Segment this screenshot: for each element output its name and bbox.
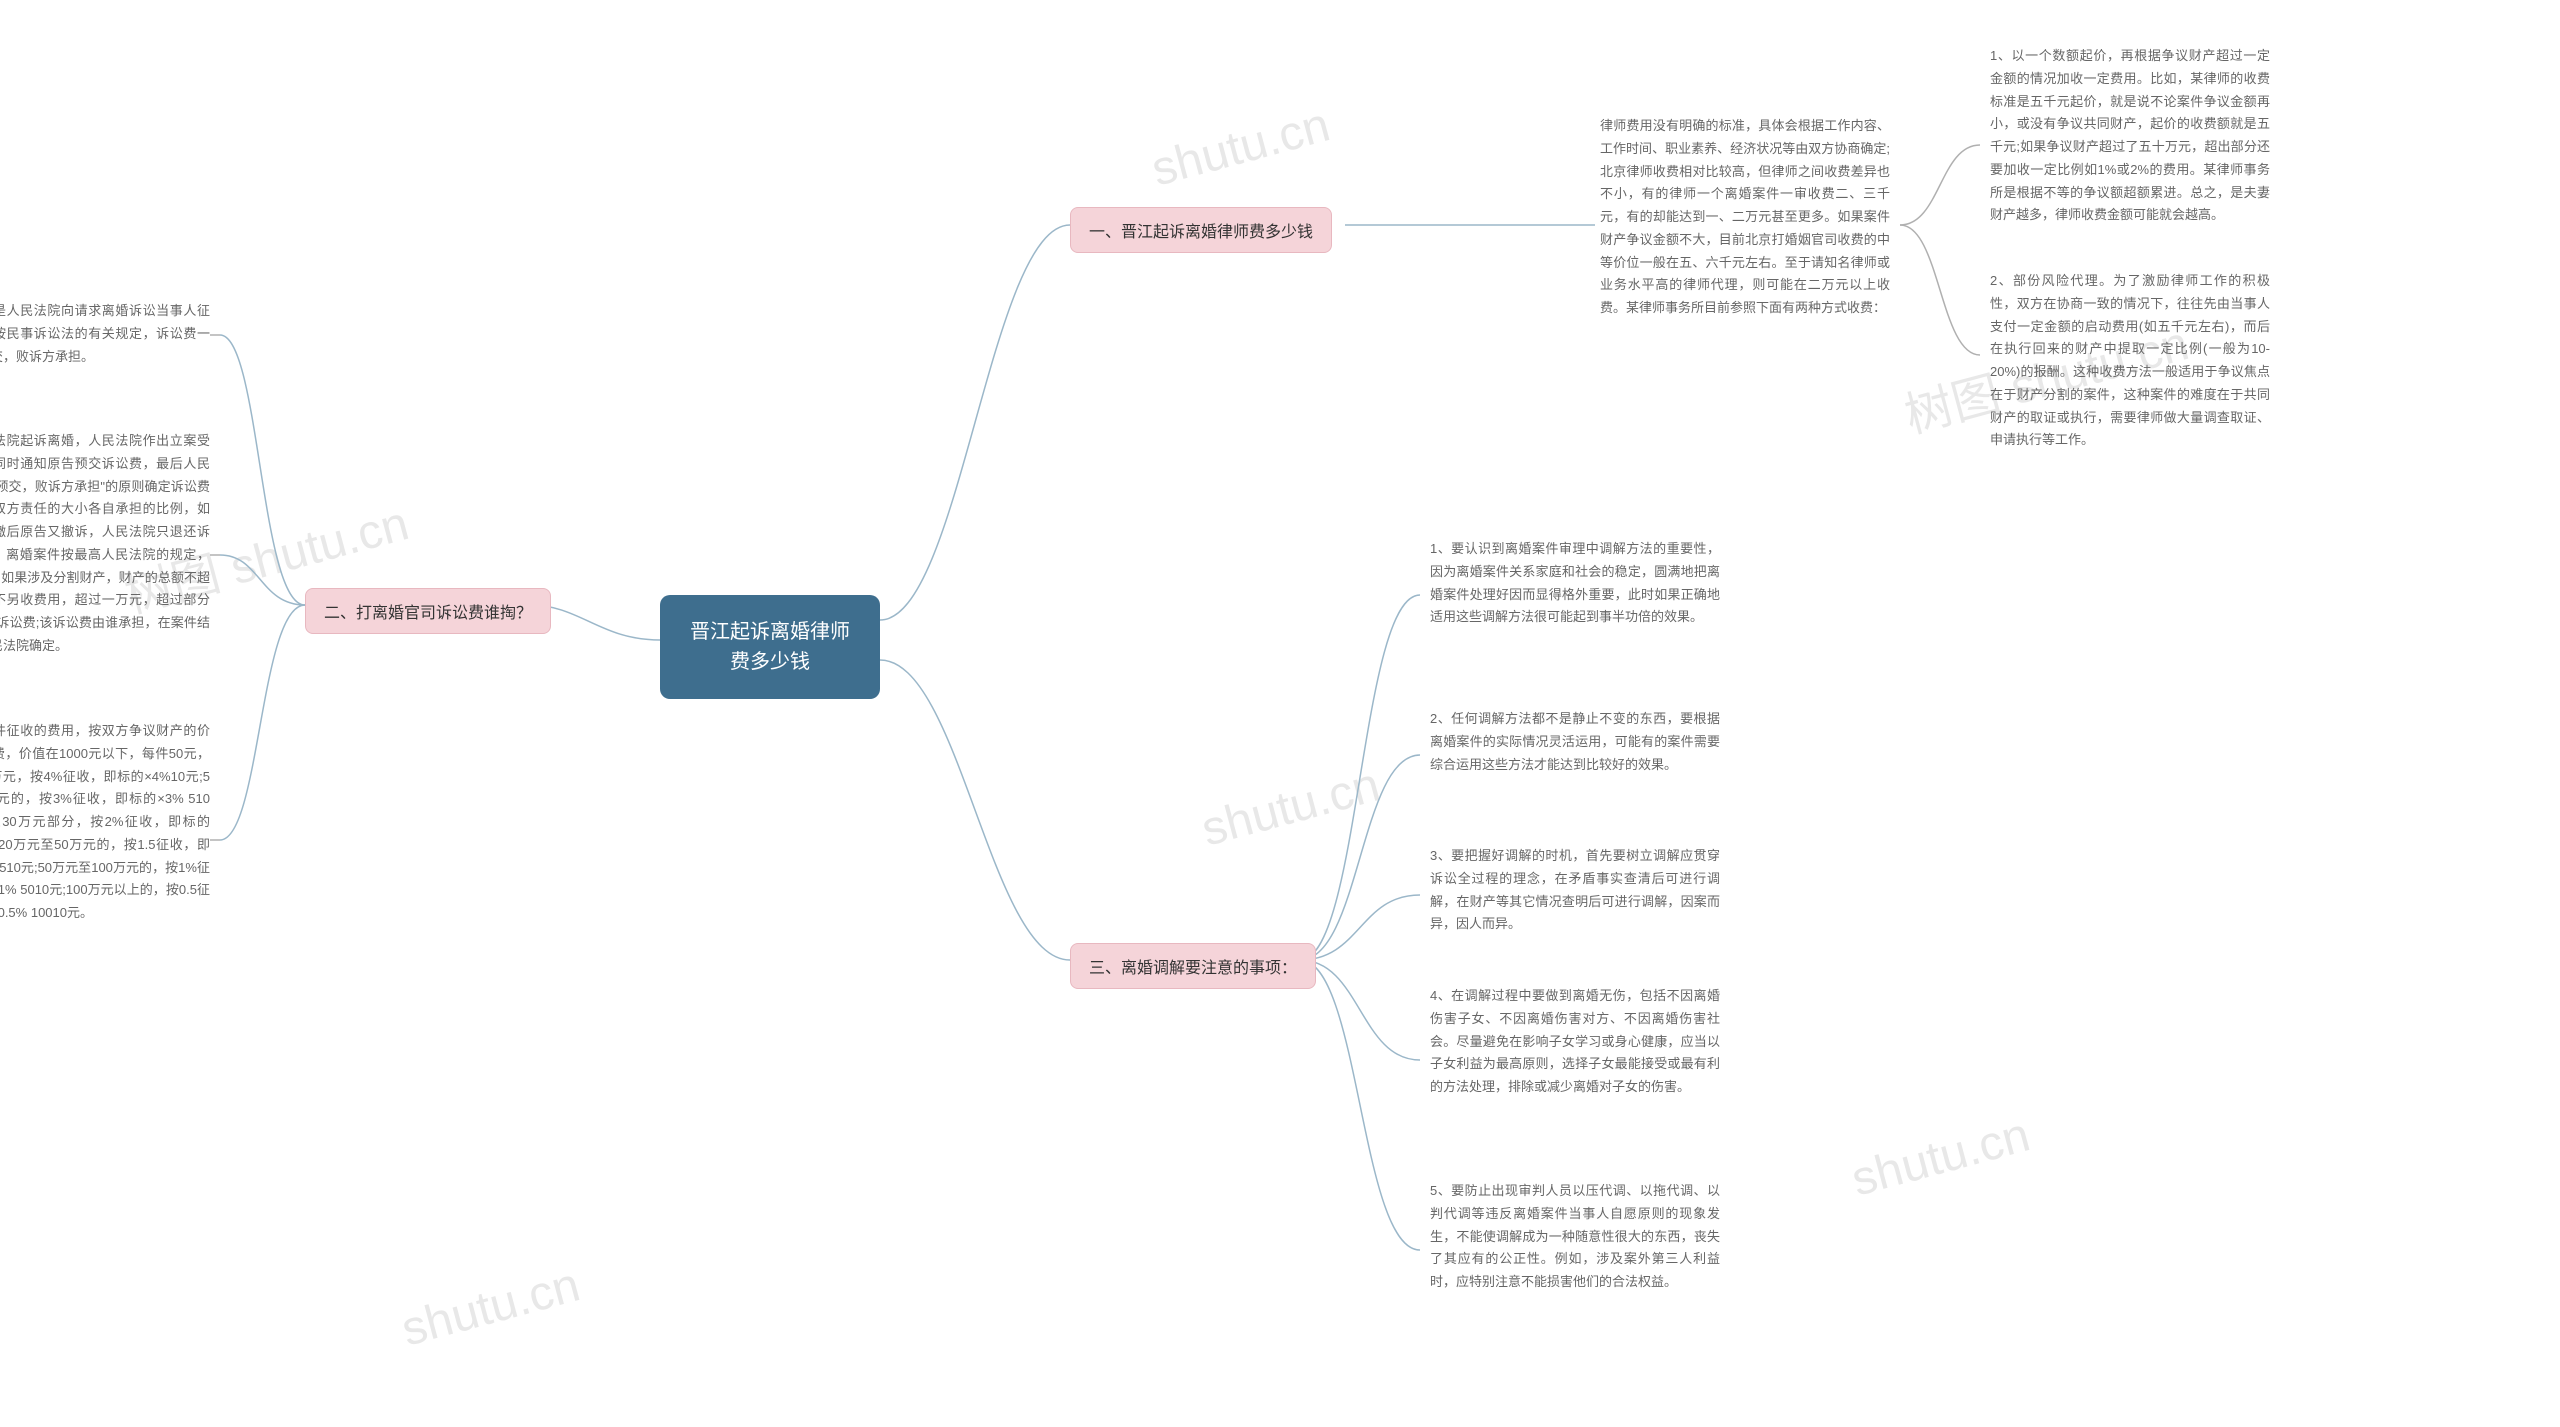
branch-2-leaf-3: 家庭财产案件征收的费用，按双方争议财产的价值计算诉讼费，价值在1000元以下，每… [0,720,210,925]
branch-2-leaf-1: 离婚诉讼费是人民法院向请求离婚诉讼当事人征收的费用，按民事诉讼法的有关规定，诉讼… [0,300,210,368]
branch-1-desc: 律师费用没有明确的标准，具体会根据工作内容、工作时间、职业素养、经济状况等由双方… [1600,115,1890,320]
branch-3-leaf-1: 1、要认识到离婚案件审理中调解方法的重要性，因为离婚案件关系家庭和社会的稳定，圆… [1430,538,1720,629]
branch-3-leaf-5: 5、要防止出现审判人员以压代调、以拖代调、以判代调等违反离婚案件当事人自愿原则的… [1430,1180,1720,1294]
watermark: shutu.cn [1846,1107,2036,1207]
watermark: shutu.cn [1146,97,1336,197]
branch-1-label: 一、晋江起诉离婚律师费多少钱 [1089,224,1313,241]
center-title: 晋江起诉离婚律师费多少钱 [690,621,850,673]
branch-3-leaf-3: 3、要把握好调解的时机，首先要树立调解应贯穿诉讼全过程的理念，在矛盾事实查清后可… [1430,845,1720,936]
branch-3-leaf-2: 2、任何调解方法都不是静止不变的东西，要根据离婚案件的实际情况灵活运用，可能有的… [1430,708,1720,776]
branch-2-leaf-2: 原告向人民法院起诉离婚，人民法院作出立案受理决定时，同时通知原告预交诉讼费，最后… [0,430,210,658]
branch-2-label: 二、打离婚官司诉讼费谁掏？ [324,605,532,622]
center-topic: 晋江起诉离婚律师费多少钱 [660,595,880,699]
branch-1-leaf-1: 1、以一个数额起价，再根据争议财产超过一定金额的情况加收一定费用。比如，某律师的… [1990,45,2270,227]
branch-2: 二、打离婚官司诉讼费谁掏？ [305,588,551,634]
branch-3-label: 三、离婚调解要注意的事项： [1089,960,1297,977]
branch-3-leaf-4: 4、在调解过程中要做到离婚无伤，包括不因离婚伤害子女、不因离婚伤害对方、不因离婚… [1430,985,1720,1099]
branch-3: 三、离婚调解要注意的事项： [1070,943,1316,989]
branch-1-leaf-2: 2、部份风险代理。为了激励律师工作的积极性，双方在协商一致的情况下，往往先由当事… [1990,270,2270,452]
watermark: shutu.cn [396,1257,586,1357]
watermark: shutu.cn [1196,757,1386,857]
branch-1: 一、晋江起诉离婚律师费多少钱 [1070,207,1332,253]
